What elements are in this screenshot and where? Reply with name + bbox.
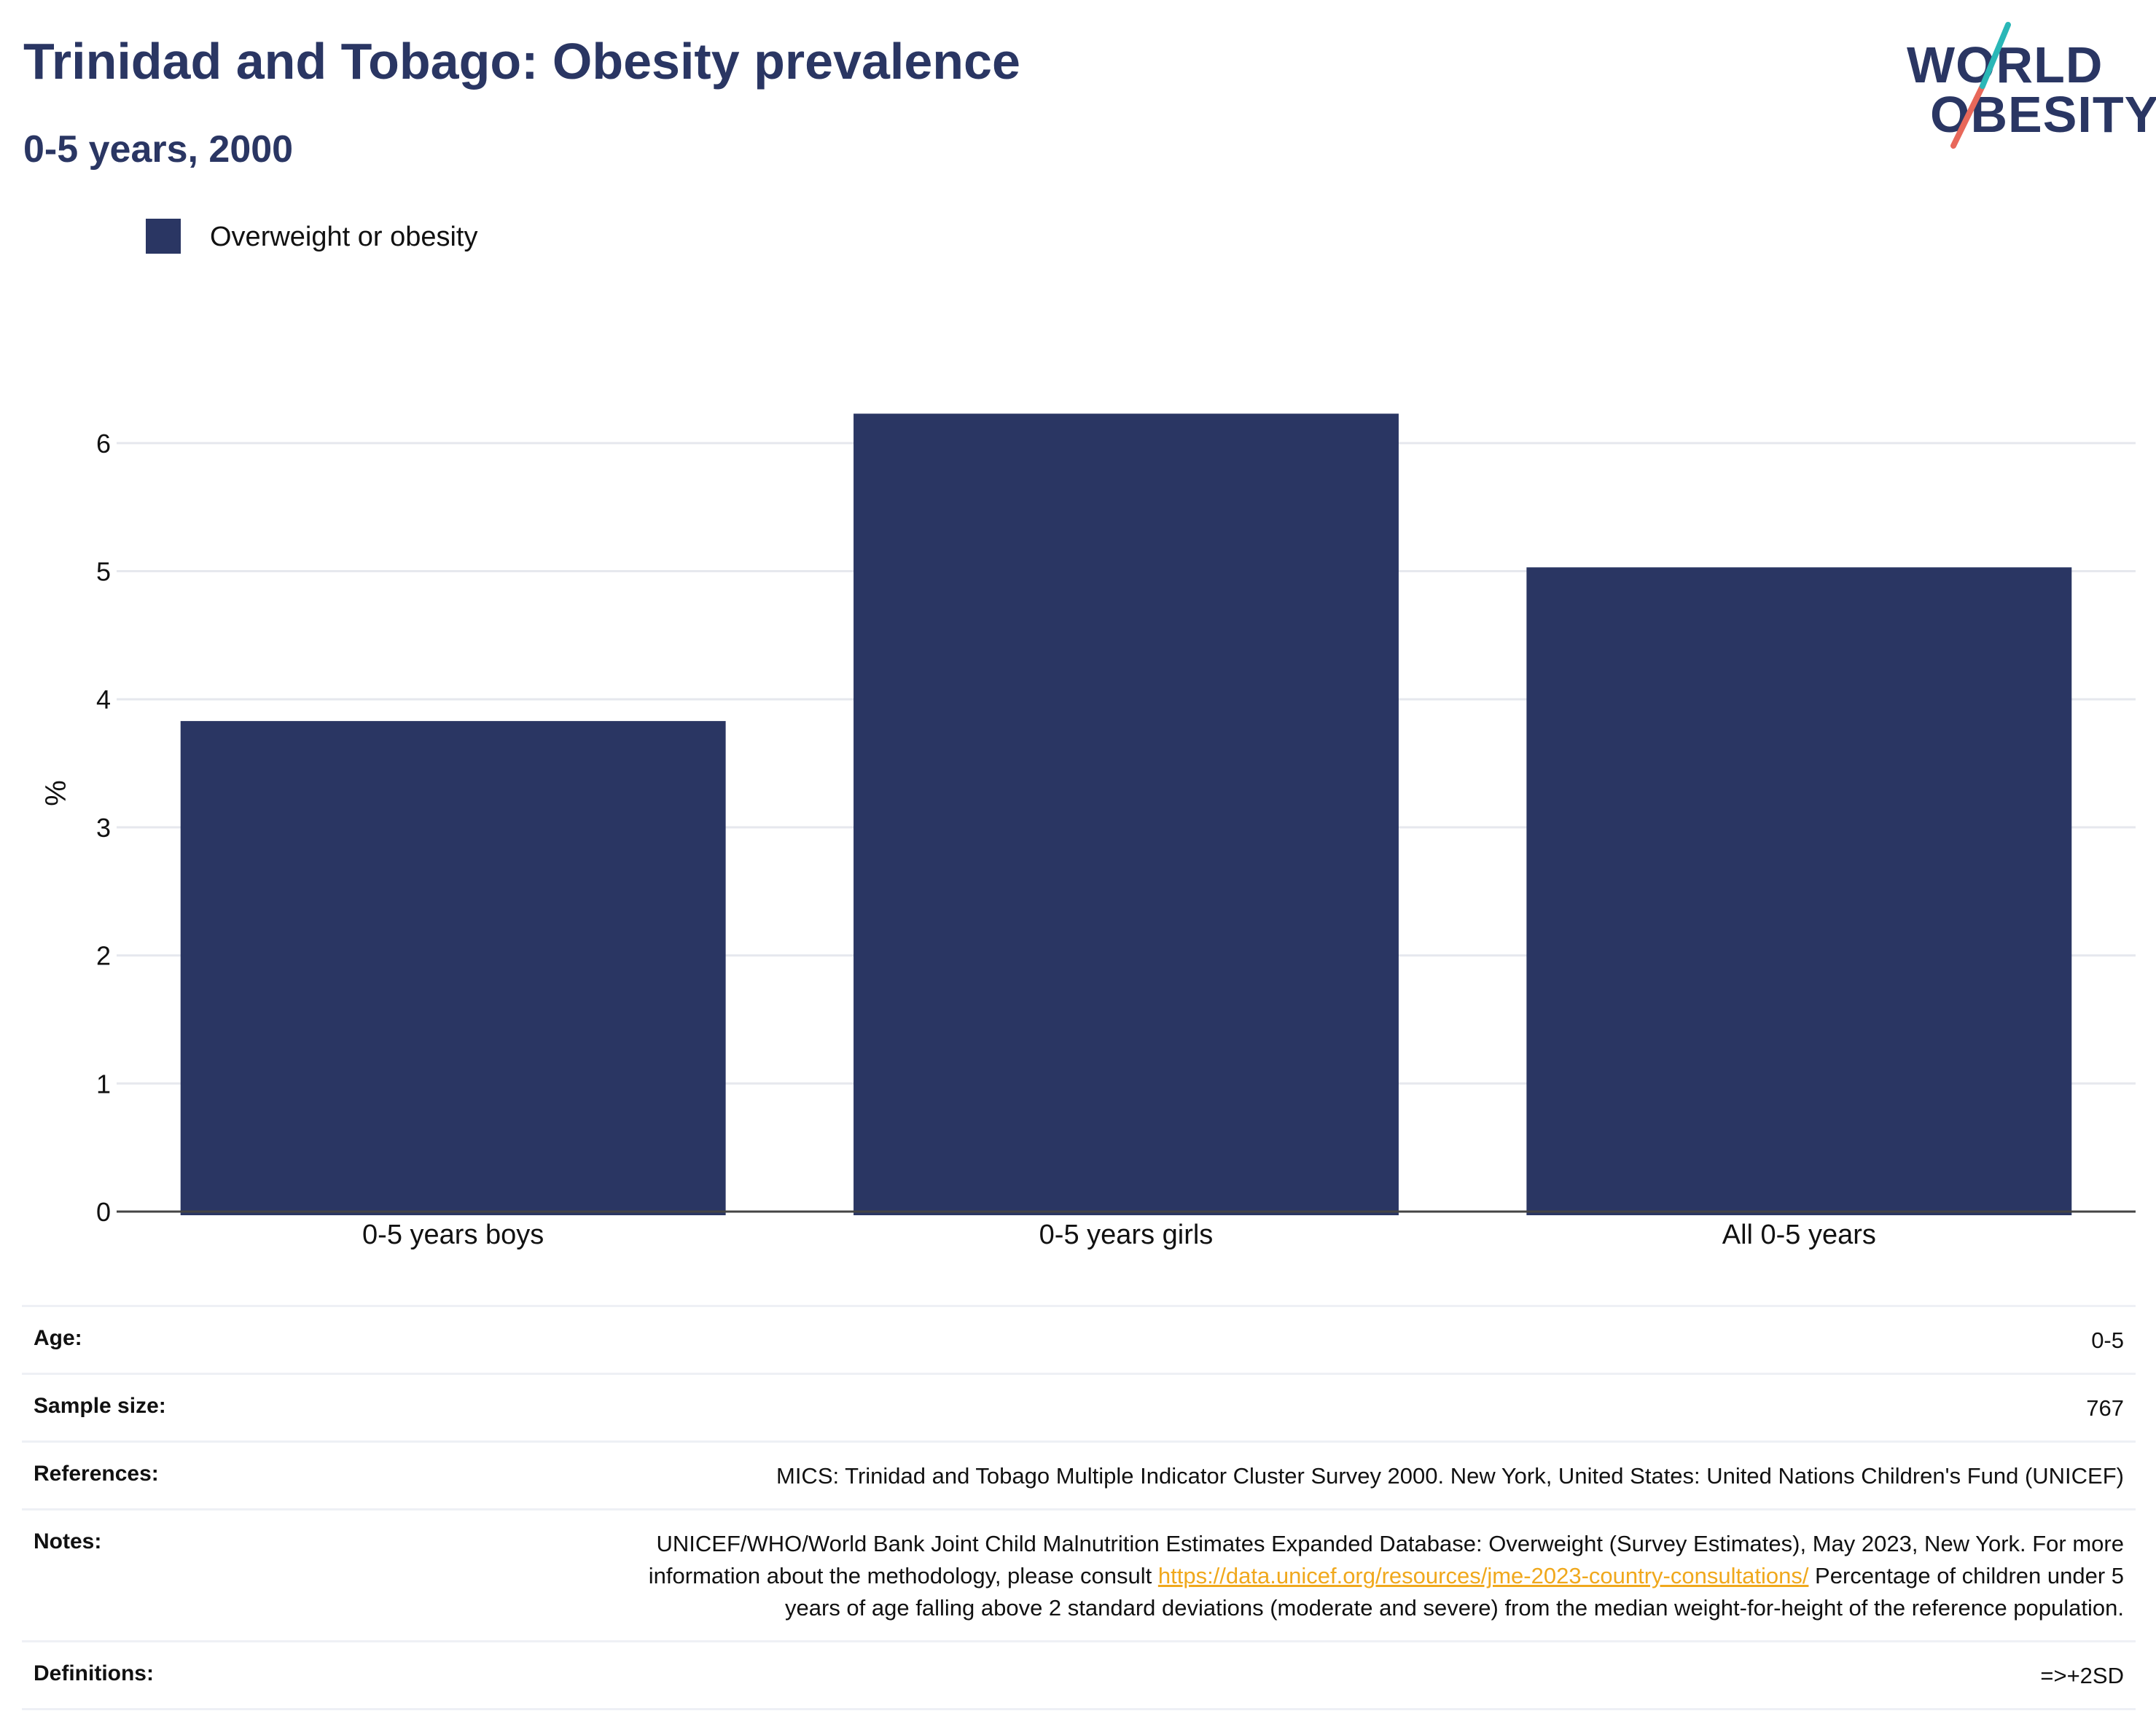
bar[interactable]: [180, 721, 726, 1215]
bar-chart: 0 1 2 3 4 5 6 0-5 years boys 0-5 years girls All …: [39, 413, 2136, 1250]
meta-value: UNICEF/WHO/World Bank Joint Child Malnut…: [593, 1528, 2124, 1624]
logo-line-1: WORLD: [1907, 36, 2104, 93]
bar[interactable]: [1526, 567, 2072, 1215]
x-tick-label: All 0-5 years: [1722, 1220, 1876, 1250]
meta-row-definitions: Definitions: =>+2SD: [22, 1640, 2136, 1711]
legend-label: Overweight or obesity: [210, 222, 478, 252]
y-axis-label: %: [39, 780, 71, 806]
y-tick-label: 4: [96, 685, 111, 714]
meta-value: =>+2SD: [2040, 1663, 2124, 1689]
meta-row-age: Age: 0-5: [22, 1305, 2136, 1373]
metadata-table: Age: 0-5 Sample size: 767 References: MI…: [22, 1305, 2136, 1711]
y-tick-label: 1: [96, 1069, 111, 1099]
y-tick-label: 0: [96, 1197, 111, 1227]
methodology-link[interactable]: https://data.unicef.org/resources/jme-20…: [1157, 1563, 1809, 1589]
notes-text-before: UNICEF/WHO/World Bank Joint Child Malnut…: [648, 1531, 2124, 1589]
meta-row-sample-size: Sample size: 767: [22, 1373, 2136, 1440]
x-tick-label: 0-5 years girls: [1039, 1220, 1214, 1250]
y-tick-label: 2: [96, 941, 111, 971]
chart-subtitle: 0-5 years, 2000: [23, 128, 294, 171]
meta-value: 767: [2086, 1395, 2124, 1422]
meta-label: Definitions:: [34, 1661, 154, 1686]
y-tick-label: 6: [96, 429, 111, 459]
meta-row-references: References: MICS: Trinidad and Tobago Mu…: [22, 1440, 2136, 1508]
logo-slash-icon: [1950, 22, 2011, 149]
meta-row-notes: Notes: UNICEF/WHO/World Bank Joint Child…: [22, 1508, 2136, 1640]
meta-label: References:: [34, 1462, 159, 1486]
legend-swatch: [146, 219, 181, 254]
x-tick-label: 0-5 years boys: [362, 1220, 544, 1250]
meta-value: MICS: Trinidad and Tobago Multiple Indic…: [776, 1463, 2124, 1489]
y-tick-label: 5: [96, 557, 111, 587]
world-obesity-logo: WORLD OBESITY: [1902, 22, 2156, 153]
chart-title: Trinidad and Tobago: Obesity prevalence: [23, 33, 1020, 90]
meta-label: Age:: [34, 1326, 82, 1350]
meta-label: Notes:: [34, 1529, 102, 1554]
meta-label: Sample size:: [34, 1394, 166, 1419]
meta-value: 0-5: [2091, 1327, 2124, 1353]
notes-text-after: Percentage of children under 5 years of …: [785, 1563, 2124, 1621]
bar[interactable]: [854, 413, 1399, 1215]
y-tick-label: 3: [96, 813, 111, 843]
